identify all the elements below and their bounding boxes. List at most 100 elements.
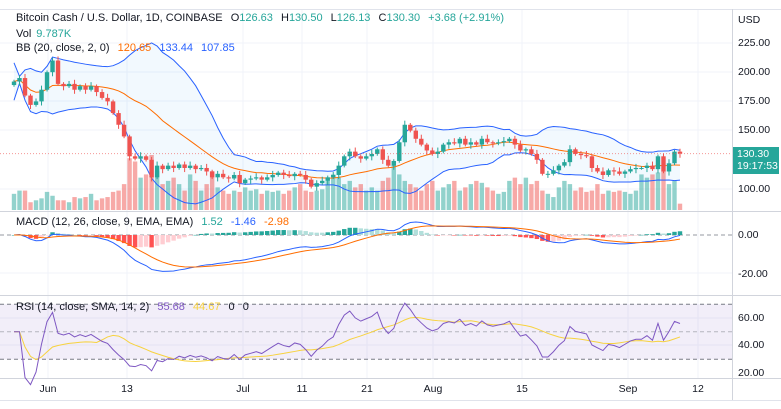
macd-histogram-bar — [66, 234, 72, 235]
volume-bar — [204, 184, 209, 210]
rsi-tick: 40.00 — [738, 339, 765, 351]
volume-bar — [182, 190, 187, 210]
candle-body — [226, 177, 231, 179]
volume-bar — [358, 184, 363, 210]
macd-histogram-bar — [331, 231, 336, 235]
candle-body — [55, 60, 61, 84]
macd-histogram-bar — [160, 235, 165, 245]
candle-body — [204, 167, 209, 172]
candle-body — [160, 165, 165, 170]
macd-histogram-bar — [116, 235, 121, 242]
macd-histogram-bar — [595, 235, 600, 237]
candle-body — [369, 153, 374, 157]
candle-body — [292, 173, 297, 177]
macd-histogram-bar — [94, 235, 99, 236]
macd-histogram-bar — [600, 235, 606, 238]
volume-bar — [644, 177, 650, 210]
candle-body — [127, 136, 132, 157]
volume-bar — [666, 184, 672, 210]
candle-body — [485, 138, 490, 143]
candle-body — [325, 177, 330, 181]
macd-histogram-bar — [353, 227, 358, 235]
volume-label[interactable]: Vol — [16, 28, 32, 40]
volume-bar — [275, 190, 281, 210]
volume-bar — [22, 190, 28, 210]
candle-body — [347, 151, 352, 157]
volume-bar — [248, 190, 253, 210]
candle-body — [639, 167, 644, 169]
volume-bar — [165, 180, 171, 210]
candle-body — [479, 138, 485, 145]
macd-histogram-bar — [479, 235, 485, 236]
bb-upper-value: 133.44 — [159, 42, 193, 54]
candle-body — [496, 142, 501, 144]
candle-body — [375, 149, 380, 154]
macd-histogram-bar — [259, 231, 264, 235]
macd-histogram-bar — [253, 231, 259, 235]
candle-body — [303, 174, 308, 180]
bb-label[interactable]: BB (20, close, 2, 0) — [16, 42, 110, 54]
rsi-value: 55.68 — [157, 301, 185, 313]
candle-body — [534, 153, 540, 160]
volume-bar — [655, 172, 661, 210]
bb-legend: BB (20, close, 2, 0) 120.65 133.44 107.8… — [16, 42, 240, 54]
volume-bar — [292, 187, 297, 210]
volume-bar — [17, 190, 22, 210]
candle-body — [633, 167, 639, 170]
candle-body — [44, 72, 50, 90]
volume-bar — [369, 187, 374, 210]
candle-body — [358, 156, 363, 159]
macd-label[interactable]: MACD (12, 26, close, 9, EMA, EMA) — [16, 216, 194, 228]
macd-histogram-bar — [413, 229, 419, 235]
macd-histogram-bar — [275, 230, 281, 235]
macd-histogram-bar — [187, 235, 193, 236]
ohlc-high: H130.50 — [280, 12, 323, 24]
volume-bar — [237, 191, 242, 210]
volume-bar — [33, 200, 39, 210]
macd-histogram-bar — [512, 235, 518, 237]
macd-histogram-bar — [226, 232, 231, 235]
volume-bar — [567, 184, 573, 210]
candle-body — [116, 113, 121, 125]
candle-body — [61, 83, 66, 87]
macd-histogram-bar — [61, 233, 66, 235]
macd-histogram-bar — [617, 235, 622, 238]
bb-lower-value: 107.85 — [201, 42, 235, 54]
macd-histogram-bar — [545, 235, 551, 242]
candle-body — [105, 97, 110, 102]
time-tick: Jun — [39, 383, 57, 395]
price-tick: 150.00 — [738, 124, 771, 136]
candle-body — [677, 151, 683, 154]
time-tick: 13 — [121, 383, 133, 395]
candle-body — [215, 173, 220, 178]
rsi-ma-value: 44.67 — [192, 301, 221, 313]
volume-bar — [534, 180, 540, 210]
time-tick: 12 — [692, 383, 704, 395]
volume-bar — [331, 174, 336, 210]
candle-body — [336, 165, 341, 175]
volume-bar — [672, 180, 677, 210]
volume-bar — [650, 174, 655, 210]
symbol-title[interactable]: Bitcoin Cash / U.S. Dollar, 1D, COINBASE — [16, 12, 223, 24]
volume-bar — [430, 180, 435, 210]
rsi-label[interactable]: RSI (14, close, SMA, 14, 2) — [16, 301, 150, 313]
volume-bar — [220, 190, 226, 210]
macd-histogram-bar — [666, 233, 672, 235]
volume-bar — [617, 190, 622, 210]
volume-bar — [83, 197, 88, 210]
volume-bar — [320, 189, 325, 210]
macd-histogram-bar — [474, 235, 479, 236]
candle-body — [413, 130, 419, 139]
volume-bar — [496, 193, 501, 210]
volume-bar — [419, 190, 424, 210]
candle-body — [644, 165, 650, 168]
volume-bar — [160, 184, 165, 210]
macd-histogram-bar — [578, 235, 584, 236]
candle-body — [331, 174, 336, 178]
macd-histogram-bar — [518, 235, 523, 238]
volume-bar — [176, 184, 182, 210]
bb-basis-value: 120.65 — [117, 42, 152, 54]
candle-body — [666, 163, 672, 172]
volume-bar — [55, 200, 61, 210]
